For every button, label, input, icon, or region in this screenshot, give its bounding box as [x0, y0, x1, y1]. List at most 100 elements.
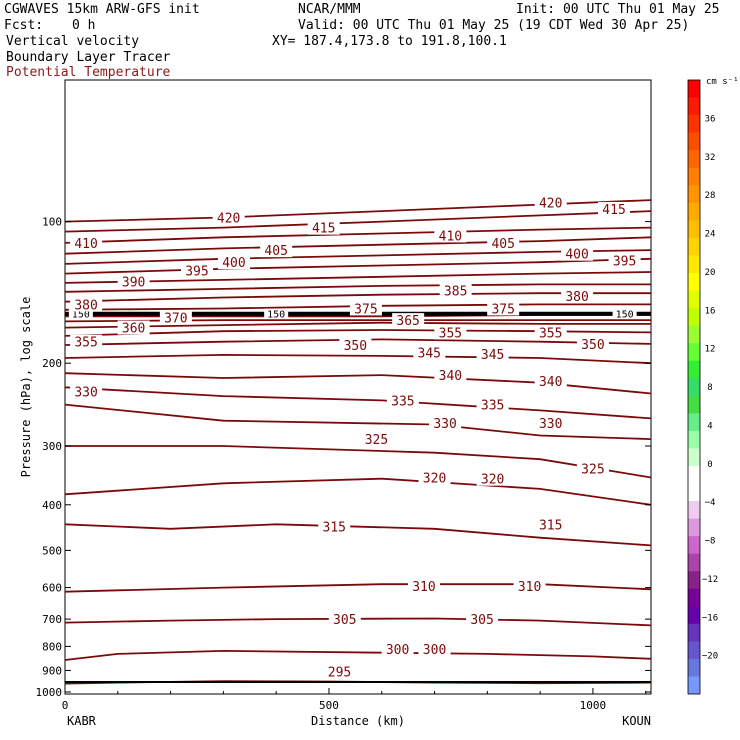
colorbar-cell — [688, 325, 700, 344]
theta-contour-300 — [64, 649, 652, 661]
org-label: NCAR/MMM — [298, 2, 361, 17]
contour-label: 355 — [439, 326, 462, 341]
colorbar-tick-label: −8 — [705, 537, 716, 547]
theta-contour-340 — [64, 372, 652, 395]
contour-label: 320 — [481, 473, 504, 488]
colorbar-cell — [688, 606, 700, 625]
colorbar-cell — [688, 185, 700, 204]
y-tick-label: 500 — [42, 544, 62, 557]
contour-label-bg — [561, 246, 594, 261]
contour-label: 380 — [74, 298, 97, 313]
init-time: Init: 00 UTC Thu 01 May 25 — [516, 2, 720, 17]
contour-label-bg — [413, 345, 446, 360]
contour-label: 310 — [412, 580, 435, 595]
colorbar-cell — [688, 430, 700, 449]
colorbar-tick-label: 24 — [705, 230, 716, 240]
colorbar-cell — [688, 360, 700, 379]
field-bl-tracer: Boundary Layer Tracer — [6, 50, 171, 65]
contour-label: 330 — [539, 417, 562, 432]
theta-contour-415 — [64, 210, 652, 233]
theta-contour-310 — [64, 583, 652, 593]
colorbar-cell — [688, 255, 700, 274]
colorbar-tick-label: 0 — [707, 460, 712, 470]
contour-label-bg — [407, 578, 440, 593]
contour-label-bg — [429, 415, 462, 430]
theta-contour-385 — [64, 283, 651, 293]
contour-label-bg — [513, 578, 546, 593]
colorbar-tick-label: 36 — [705, 114, 716, 124]
colorbar-cell — [688, 132, 700, 151]
contour-label-bg — [70, 384, 103, 399]
contour-label: 415 — [602, 203, 625, 218]
contour-label-bg — [534, 517, 567, 532]
colorbar-cell — [688, 290, 700, 309]
colorbar-cell — [688, 115, 700, 133]
forecast-hour: 0 h — [72, 18, 96, 33]
contour-label: 325 — [581, 463, 604, 478]
y-tick-label: 400 — [42, 499, 62, 512]
heavy-line-label: 150 — [616, 310, 634, 321]
colorbar-tick-label: 4 — [707, 421, 712, 431]
field-vertical-velocity: Vertical velocity — [6, 34, 140, 49]
colorbar-cell — [688, 167, 700, 186]
contour-label-bg — [418, 470, 451, 485]
contour-label: 355 — [539, 326, 562, 341]
contour-label: 330 — [433, 417, 456, 432]
contour-label-bg — [70, 297, 103, 312]
colorbar-tick-label: −4 — [705, 498, 716, 508]
contour-label: 350 — [344, 339, 367, 354]
contour-label-bg — [476, 397, 509, 412]
contour-label: 320 — [423, 472, 446, 487]
contour-label: 405 — [264, 244, 287, 259]
contour-label: 305 — [333, 613, 356, 628]
heavy-line-label-bg — [68, 308, 93, 319]
contour-label: 330 — [74, 386, 97, 401]
colorbar-cell — [688, 413, 700, 432]
contour-label-bg — [70, 334, 103, 349]
y-tick-label: 1000 — [36, 686, 63, 699]
contour-label-bg — [487, 235, 520, 250]
x-axis-ticks: 0 500 1000 — [62, 688, 647, 712]
xy-coords: XY= 187.4,173.8 to 191.8,100.1 — [272, 34, 507, 49]
contour-label: 420 — [539, 196, 562, 211]
contour-label-bg — [386, 393, 419, 408]
contour-label-bg — [534, 195, 567, 210]
theta-contour-420 — [64, 199, 652, 223]
contour-label-bg — [339, 338, 372, 353]
contour-label: 360 — [122, 322, 145, 337]
colorbar-cell — [688, 571, 700, 590]
colorbar-cell — [688, 588, 700, 607]
contour-label: 355 — [74, 336, 97, 351]
y-tick-label: 100 — [42, 216, 62, 229]
contour-label-bg — [434, 228, 467, 243]
contour-label-bg — [70, 235, 103, 250]
heavy-line-label-bg — [612, 308, 637, 319]
colorbar-tick-label: 32 — [705, 153, 716, 163]
contour-label-bg — [360, 432, 393, 447]
contour-label-bg — [466, 612, 499, 627]
colorbar-cell — [688, 237, 700, 256]
colorbar-cell — [688, 150, 700, 169]
y-axis-title: Pressure (hPa), log scale — [19, 297, 33, 478]
contour-label: 365 — [396, 314, 419, 329]
colorbar-cell — [688, 202, 700, 221]
x-tick-label: 500 — [319, 699, 339, 712]
contour-label-bg — [534, 325, 567, 340]
valid-time: Valid: 00 UTC Thu 01 May 25 (19 CDT Wed … — [298, 18, 690, 33]
theta-contour-325 — [65, 445, 652, 479]
contour-label: 410 — [439, 229, 462, 244]
contour-label: 375 — [491, 302, 514, 317]
contour-label-bg — [434, 325, 467, 340]
y-tick-label: 600 — [42, 582, 62, 595]
contour-label: 350 — [581, 338, 604, 353]
colorbar: 36 32 28 24 20 16 12 8 4 0 −4 −8 −12 −16 −20 — [687, 79, 718, 695]
contour-label-bg — [534, 415, 567, 430]
theta-contour-395 — [64, 257, 652, 275]
contour-label-bg — [307, 220, 340, 235]
contour-label-bg — [534, 373, 567, 388]
y-tick-label: 200 — [42, 357, 62, 370]
heavy-line-label: 150 — [267, 310, 285, 321]
contour-label: 315 — [323, 521, 346, 536]
contour-label-bg — [349, 301, 382, 316]
contour-label-bg — [323, 664, 356, 679]
